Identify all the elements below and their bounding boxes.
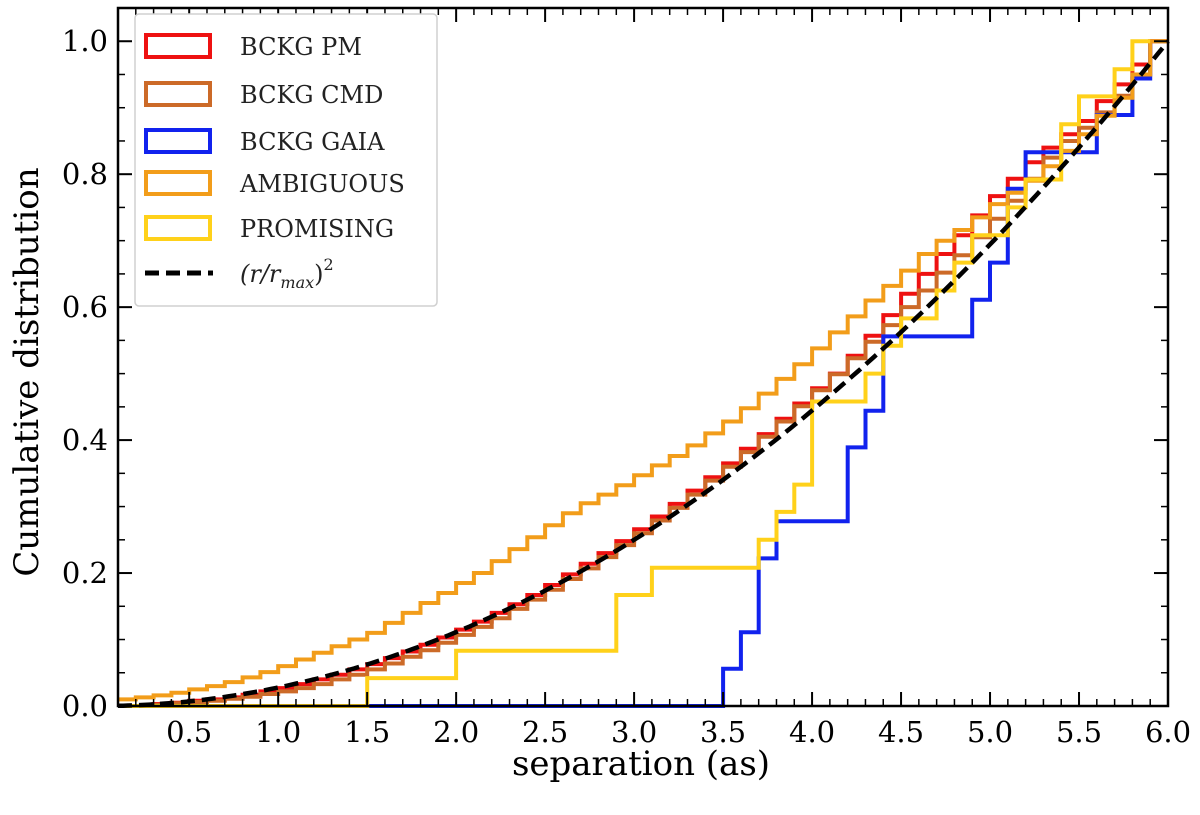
y-tick-label: 1.0 (62, 24, 108, 58)
x-tick-label: 1.0 (255, 715, 301, 749)
series-layer (117, 39, 1170, 709)
series-bckg-cmd-step-line (118, 39, 1168, 708)
legend-label-ambiguous: AMBIGUOUS (239, 170, 405, 198)
y-tick-label: 0.2 (62, 556, 108, 590)
x-tick-label: 5.0 (967, 715, 1013, 749)
tick-labels: 0.5 1.0 1.5 2.0 2.5 3.0 3.5 4.0 4.5 5.0 5.5 6.0 0.0 0… (62, 24, 1191, 749)
x-tick-label: 0.5 (166, 715, 212, 749)
y-tick-label: 0.6 (62, 290, 108, 324)
series-ambiguous-step-line (118, 39, 1168, 702)
x-tick-label: 5.5 (1056, 715, 1102, 749)
legend-label-bckg-pm: BCKG PM (240, 33, 362, 61)
legend-swatch-bckg-cmd (144, 81, 212, 107)
legend-swatch-bckg-pm (144, 33, 212, 59)
y-tick-label: 0.4 (62, 423, 108, 457)
legend-r-close: ) (314, 260, 323, 288)
x-tick-label: 6.0 (1145, 715, 1191, 749)
x-tick-label: 2.0 (433, 715, 479, 749)
x-tick-label: 4.5 (878, 715, 924, 749)
legend-label-promising: PROMISING (240, 215, 394, 243)
y-tick-label: 0.0 (62, 689, 108, 723)
legend-r-sup: 2 (324, 255, 334, 274)
legend-swatch-ambiguous (144, 170, 212, 196)
axes-frame (116, 6, 1170, 708)
legend: BCKG PM BCKG CMD BCKG GAIA AMBIGUOUS PROMISI… (134, 13, 438, 307)
x-tick-label: 2.5 (522, 715, 568, 749)
legend-r-sub: max (280, 273, 314, 292)
legend-label-r-over-rmax-squared: (r/rmax)2 (240, 255, 334, 292)
axes-border (116, 6, 1170, 708)
series-bckg-gaia-step-line (367, 41, 1153, 708)
y-tick-label: 0.8 (62, 157, 108, 191)
x-tick-label: 3.5 (700, 715, 746, 749)
y-axis-label: Cumulative distribution (7, 167, 47, 576)
legend-label-bckg-cmd: BCKG CMD (240, 81, 383, 109)
x-tick-label: 3.0 (611, 715, 657, 749)
legend-entries: BCKG PM BCKG CMD BCKG GAIA AMBIGUOUS PROMISI… (144, 33, 405, 243)
legend-swatch-bckg-gaia (144, 128, 212, 154)
x-tick-label: 4.0 (789, 715, 835, 749)
legend-label-bckg-gaia: BCKG GAIA (240, 128, 385, 156)
x-tick-label: 1.5 (344, 715, 390, 749)
series-r-over-rmax-squared-line (117, 39, 1170, 709)
legend-r-base: (r/r (240, 260, 282, 288)
legend-swatch-promising (144, 215, 212, 241)
x-axis-label: separation (as) (512, 744, 770, 784)
